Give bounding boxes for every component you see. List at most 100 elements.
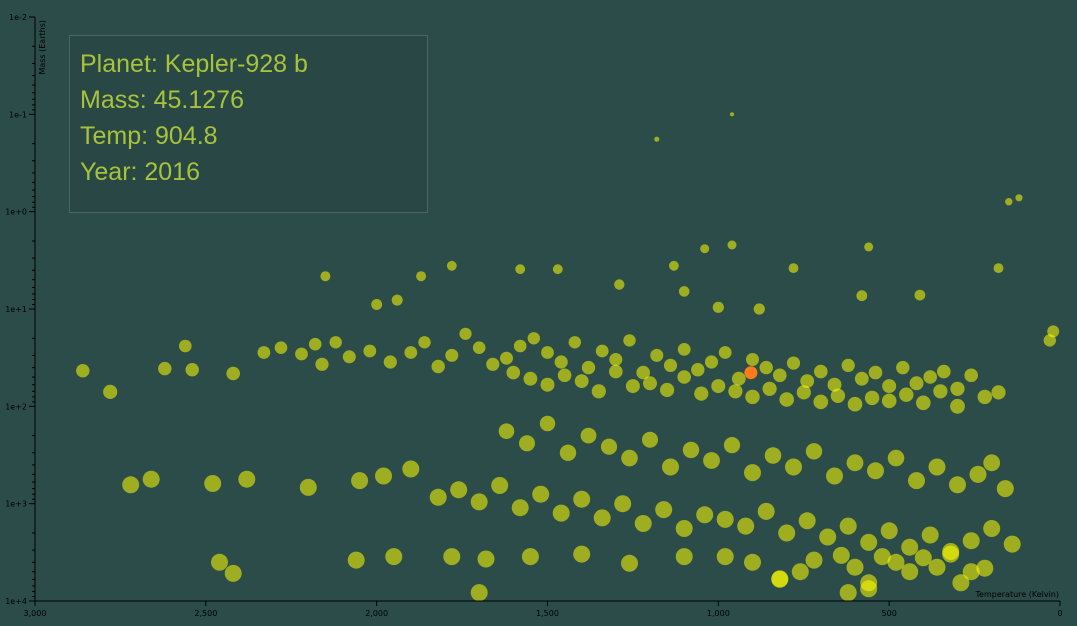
data-point: [991, 385, 1006, 400]
data-point: [949, 476, 966, 494]
data-point: [813, 394, 829, 410]
data-point: [796, 385, 811, 400]
data-point: [650, 348, 664, 362]
data-point: [677, 343, 691, 356]
data-point: [826, 467, 843, 485]
data-point: [864, 390, 880, 406]
data-point: [663, 358, 678, 372]
data-point: [491, 477, 509, 494]
data-point: [669, 260, 679, 271]
data-point: [523, 371, 538, 386]
data-point: [363, 344, 377, 358]
x-tick-label: 0: [1057, 609, 1062, 618]
data-point: [691, 363, 705, 377]
data-point: [486, 357, 500, 371]
data-point: [704, 355, 719, 369]
data-point: [103, 384, 118, 399]
data-point: [908, 472, 925, 490]
data-point: [675, 520, 693, 537]
data-point: [682, 441, 700, 459]
data-point: [901, 538, 919, 556]
data-point: [798, 512, 816, 530]
data-point: [700, 244, 710, 254]
data-point: [391, 294, 403, 306]
data-point: [839, 517, 857, 535]
data-point: [839, 584, 857, 602]
data-point: [623, 334, 636, 347]
y-tick-label: 1e-2: [9, 13, 27, 22]
data-point: [847, 396, 863, 412]
data-point: [983, 520, 1001, 537]
points-layer: [76, 112, 1060, 602]
data-point: [375, 467, 392, 485]
tooltip-planet: Planet: Kepler-928 b: [80, 50, 308, 78]
data-point: [696, 506, 714, 524]
data-point: [887, 449, 905, 467]
data-point: [744, 464, 761, 482]
data-point: [854, 371, 869, 386]
data-point: [753, 303, 765, 315]
data-point: [832, 546, 850, 564]
data-point: [923, 370, 937, 384]
data-point: [557, 368, 572, 383]
highlighted-point[interactable]: [744, 366, 758, 380]
x-tick-label: 1,500: [536, 609, 559, 618]
data-point: [728, 384, 743, 399]
data-point: [773, 368, 787, 383]
data-point: [315, 357, 329, 371]
data-point: [819, 528, 837, 546]
data-point: [868, 365, 883, 380]
y-tick-label: 1e+2: [5, 402, 27, 411]
data-point: [552, 264, 563, 275]
planet-tooltip: Planet: Kepler-928 b Mass: 45.1276 Temp:…: [69, 35, 428, 213]
data-point: [1015, 194, 1023, 202]
data-point: [445, 348, 459, 362]
y-tick-label: 1e+4: [5, 597, 27, 606]
data-point: [779, 392, 794, 407]
data-point: [470, 493, 488, 511]
data-point: [677, 370, 691, 384]
data-point: [921, 526, 939, 544]
tooltip-mass: Mass: 45.1276: [80, 86, 244, 114]
data-point: [969, 465, 987, 483]
data-point: [274, 341, 288, 355]
data-point: [950, 398, 965, 414]
data-point: [532, 485, 550, 503]
data-point: [846, 454, 864, 472]
data-point: [320, 271, 331, 282]
data-point: [472, 341, 486, 355]
data-point: [519, 435, 535, 452]
data-point: [574, 374, 589, 388]
data-point: [723, 437, 741, 454]
data-point: [600, 438, 618, 455]
data-point: [788, 263, 799, 273]
data-point: [329, 336, 342, 349]
data-point: [881, 393, 897, 409]
data-point: [993, 263, 1004, 273]
data-point: [805, 551, 823, 569]
data-point: [942, 545, 960, 563]
data-point: [404, 346, 418, 359]
y-axis-label: Mass (Earths): [38, 20, 47, 75]
data-point: [909, 376, 924, 391]
data-point: [498, 423, 515, 440]
data-point: [621, 449, 638, 467]
data-point: [873, 548, 891, 566]
data-point: [211, 553, 228, 571]
data-point: [402, 460, 420, 478]
data-point: [541, 346, 554, 359]
data-point: [500, 351, 513, 365]
y-tick-label: 1e+1: [5, 305, 27, 314]
data-point: [703, 452, 720, 469]
data-point: [662, 458, 679, 476]
data-point: [573, 490, 591, 508]
data-point: [559, 444, 577, 461]
data-point: [634, 515, 652, 532]
data-point: [962, 532, 980, 550]
x-tick-label: 1,000: [707, 609, 730, 618]
tooltip-year: Year: 2016: [80, 158, 201, 186]
data-point: [962, 563, 980, 581]
data-point: [122, 476, 140, 494]
data-point: [477, 550, 495, 568]
data-point: [778, 524, 796, 542]
